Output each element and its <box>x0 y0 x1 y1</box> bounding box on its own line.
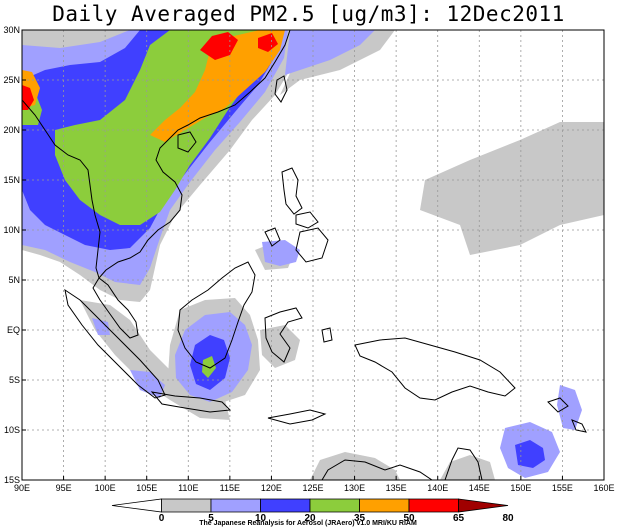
data-credit: The Japanese Reanalysis for Aerosol (JRA… <box>199 520 417 527</box>
lat-label: 10N <box>3 225 20 235</box>
coastline-sulawesi <box>264 307 303 363</box>
lon-label: 160E <box>593 483 614 493</box>
colorbar-level-label: 35 <box>354 513 366 524</box>
pm25-region-10-20 <box>285 30 375 75</box>
colorbar <box>111 498 509 513</box>
colorbar-level-label: 50 <box>403 513 415 524</box>
lon-label: 150E <box>510 483 531 493</box>
coastline-luzon <box>281 167 303 215</box>
pm25-region-20-35 <box>515 440 545 468</box>
colorbar-swatch <box>210 498 261 513</box>
colorbar-level-label: 5 <box>208 513 214 524</box>
colorbar-level-label: 10 <box>255 513 267 524</box>
colorbar-swatch <box>309 498 360 513</box>
pm25-region-5-10 <box>440 455 495 480</box>
pm25-region-5-10 <box>310 452 400 480</box>
pm25-region-65-80 <box>200 32 238 60</box>
lat-label: 15N <box>3 175 20 185</box>
pm25-region-5-10 <box>420 122 604 255</box>
coastline-solomon <box>571 419 587 433</box>
pm25-region-10-20 <box>130 370 165 398</box>
colorbar-swatch <box>111 498 162 513</box>
coastline-moluccas <box>321 327 333 343</box>
lon-label: 100E <box>95 483 116 493</box>
coastline-australia-cape-york <box>444 447 483 480</box>
lat-label: EQ <box>7 325 20 335</box>
coastline-timor <box>267 409 327 425</box>
pm25-region-5-10 <box>260 325 300 368</box>
lon-label: 145E <box>469 483 490 493</box>
coastline-asia-mainland <box>98 30 291 279</box>
lat-label: 15S <box>4 475 20 485</box>
lat-label: 5N <box>8 275 20 285</box>
coastline-australia-north <box>321 459 433 480</box>
coastlines <box>22 30 587 480</box>
coastline-indochina-west <box>22 99 101 279</box>
lon-label: 135E <box>386 483 407 493</box>
lon-label: 155E <box>552 483 573 493</box>
coastline-hainan <box>177 131 197 153</box>
lon-label: 95E <box>56 483 72 493</box>
pm25-region-10-20 <box>557 385 582 430</box>
lon-label: 110E <box>178 483 198 493</box>
lat-label: 25N <box>3 75 20 85</box>
colorbar-level-label: 80 <box>502 513 514 524</box>
lat-label: 5S <box>9 375 20 385</box>
coastline-borneo <box>177 261 256 369</box>
coastline-sumatra <box>64 288 166 399</box>
lon-label: 90E <box>14 483 30 493</box>
pm25-region-50-65 <box>150 30 285 142</box>
colorbar-level-label: 65 <box>453 513 465 524</box>
coastline-bismarck <box>547 397 569 413</box>
colorbar-level-label: 0 <box>159 513 165 524</box>
longitude-labels: 90E 95E 100E 105E 110E 115E 120E 125E 130E 135E 14… <box>14 476 615 493</box>
lon-label: 140E <box>427 483 448 493</box>
lon-label: 130E <box>344 483 365 493</box>
lon-label: 115E <box>220 483 240 493</box>
lon-label: 105E <box>136 483 157 493</box>
colorbar-swatch <box>408 498 459 513</box>
pm25-region-65-80 <box>258 33 278 52</box>
colorbar-labels: 0 5 10 20 35 50 65 80 <box>159 513 514 524</box>
coastline-taiwan <box>274 75 288 103</box>
lat-lon-grid <box>22 30 604 480</box>
map-title: Daily Averaged PM2.5 [ug/m3]: 12Dec2011 <box>52 2 565 26</box>
coastline-palawan <box>264 227 281 247</box>
pm25-region-35-50 <box>202 356 216 378</box>
coastline-malay-peninsula <box>92 277 139 339</box>
coastline-java <box>150 391 232 413</box>
coastline-new-guinea <box>354 337 516 401</box>
lat-label: 10S <box>4 425 20 435</box>
latitude-labels: 30N 25N 20N 15N 10N 5N EQ 5S 10S 15S <box>3 25 26 485</box>
lat-label: 30N <box>3 25 20 35</box>
colorbar-swatch <box>458 498 509 513</box>
coastline-mindanao <box>295 227 329 263</box>
lon-label: 120E <box>261 483 282 493</box>
lon-label: 125E <box>302 483 323 493</box>
colorbar-swatch <box>161 498 212 513</box>
coastline-visayas <box>295 211 319 229</box>
colorbar-level-label: 20 <box>304 513 316 524</box>
colorbar-swatch <box>260 498 311 513</box>
lat-label: 20N <box>3 125 20 135</box>
colorbar-swatch <box>359 498 410 513</box>
